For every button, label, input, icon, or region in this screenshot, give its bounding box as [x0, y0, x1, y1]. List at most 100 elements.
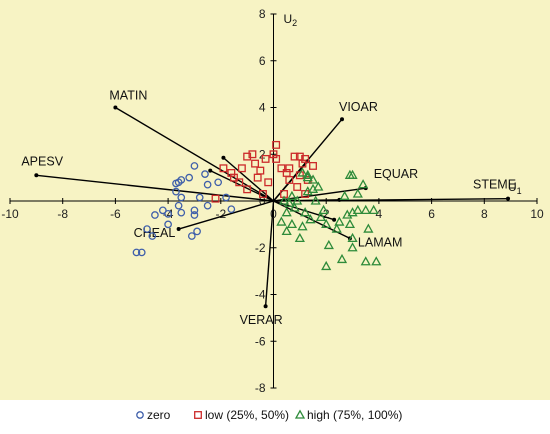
- vector-endpoint: [176, 227, 181, 232]
- data-point-circle: [137, 248, 146, 257]
- data-point-square: [237, 164, 246, 173]
- data-point-circle: [214, 178, 223, 187]
- x-tick-label: -10: [1, 207, 19, 221]
- y-tick-label: 2: [259, 147, 266, 161]
- vector-endpoint: [332, 217, 337, 222]
- vector-endpoint: [208, 168, 213, 173]
- data-point-triangle: [310, 195, 321, 205]
- data-point-circle: [164, 220, 172, 229]
- x-tick-label: -4: [163, 207, 174, 221]
- data-point-triangle: [344, 218, 356, 229]
- data-point-circle: [187, 232, 196, 240]
- tick-labels: -10 -8 -6 -4 -2 0 2 4 6 8 10 -8 -6 -4 -2 0 2 4 6 8: [1, 7, 544, 395]
- data-point-triangle: [371, 256, 382, 266]
- data-point-triangle: [286, 218, 298, 229]
- vector-label: MATIN: [109, 89, 147, 103]
- data-point-circle: [164, 210, 172, 218]
- legend-marker-circle: [136, 411, 144, 419]
- data-point-circle: [158, 206, 167, 215]
- data-point-triangle: [315, 211, 327, 222]
- data-point-triangle: [318, 204, 329, 215]
- data-point-triangle: [281, 207, 292, 217]
- vector-line: [222, 157, 274, 202]
- data-point-square: [269, 150, 278, 159]
- data-point-circle: [227, 205, 236, 214]
- data-point-triangle: [352, 204, 363, 215]
- data-point-square: [301, 190, 310, 198]
- data-point-square: [301, 154, 310, 163]
- data-point-square: [293, 183, 302, 191]
- data-point-triangle: [347, 232, 358, 243]
- vector-label: STEME: [473, 178, 516, 192]
- vector-line: [178, 200, 274, 230]
- legend-label: high (75%, 100%): [307, 408, 402, 422]
- x-tick-label: 0: [270, 207, 277, 221]
- data-point-triangle: [302, 172, 313, 182]
- data-point-triangle: [281, 225, 292, 236]
- y-tick-label: 6: [259, 54, 266, 68]
- legend-marker-square: [194, 411, 202, 419]
- data-point-circle: [201, 170, 209, 178]
- vector-endpoint: [340, 117, 345, 122]
- vector-endpoint: [263, 304, 268, 309]
- data-point-square: [261, 154, 270, 163]
- data-point-triangle: [363, 223, 374, 233]
- data-point-square: [272, 154, 281, 163]
- data-point-square: [272, 140, 281, 149]
- data-point-square: [309, 161, 317, 170]
- data-point-triangle: [294, 232, 305, 243]
- data-point-square: [230, 173, 238, 182]
- data-point-square: [285, 164, 294, 173]
- data-point-triangle: [292, 195, 303, 205]
- data-point-triangle: [305, 214, 316, 224]
- data-point-square: [295, 171, 304, 180]
- y-axis-title-sub: 2: [292, 18, 297, 28]
- legend-label: zero: [147, 408, 171, 422]
- data-point-triangle: [297, 167, 308, 177]
- data-point-triangle: [352, 188, 363, 198]
- data-point-square: [277, 164, 286, 173]
- data-point-circle: [195, 193, 204, 202]
- x-tick-label: 6: [428, 207, 435, 221]
- data-point-triangle: [300, 207, 311, 217]
- y-tick-label: 4: [259, 101, 266, 115]
- y-tick-label: 0: [259, 194, 266, 208]
- data-point-circle: [174, 201, 183, 210]
- data-point-triangle: [286, 190, 298, 200]
- x-tick-label: 8: [481, 207, 488, 221]
- data-point-triangle: [321, 218, 332, 229]
- data-point-circle: [151, 211, 159, 219]
- data-point-triangle: [331, 223, 342, 233]
- data-point-square: [290, 152, 299, 161]
- data-point-square: [243, 185, 252, 194]
- data-point-triangle: [339, 190, 350, 200]
- data-point-triangle: [334, 216, 345, 226]
- data-point-triangle: [360, 204, 371, 215]
- data-point-triangle: [278, 195, 290, 205]
- data-point-circle: [148, 232, 157, 240]
- x-tick-label: -6: [110, 207, 121, 221]
- vector-label: VERAR: [240, 313, 283, 327]
- vector-line: [272, 160, 309, 202]
- vector-line: [36, 174, 274, 202]
- data-point-circle: [143, 225, 151, 233]
- vector-label: VIOAR: [339, 100, 378, 114]
- data-point-triangle: [357, 179, 369, 189]
- data-point-square: [227, 168, 236, 177]
- vector-endpoint: [506, 196, 511, 201]
- data-point-square: [243, 152, 252, 161]
- data-point-triangle: [297, 221, 308, 231]
- data-points: [132, 140, 382, 271]
- data-point-triangle: [276, 216, 287, 226]
- legend: zero low (25%, 50%) high (75%, 100%): [136, 408, 402, 422]
- x-tick-label: 10: [530, 207, 544, 221]
- data-point-circle: [132, 248, 141, 257]
- legend-label: low (25%, 50%): [205, 408, 289, 422]
- x-tick-label: 4: [376, 207, 383, 221]
- vector-endpoint: [113, 105, 118, 110]
- x-tick-label: -2: [215, 207, 226, 221]
- x-axis-title-sub: 1: [517, 186, 522, 196]
- y-tick-label: -2: [255, 241, 266, 255]
- data-point-triangle: [344, 169, 356, 179]
